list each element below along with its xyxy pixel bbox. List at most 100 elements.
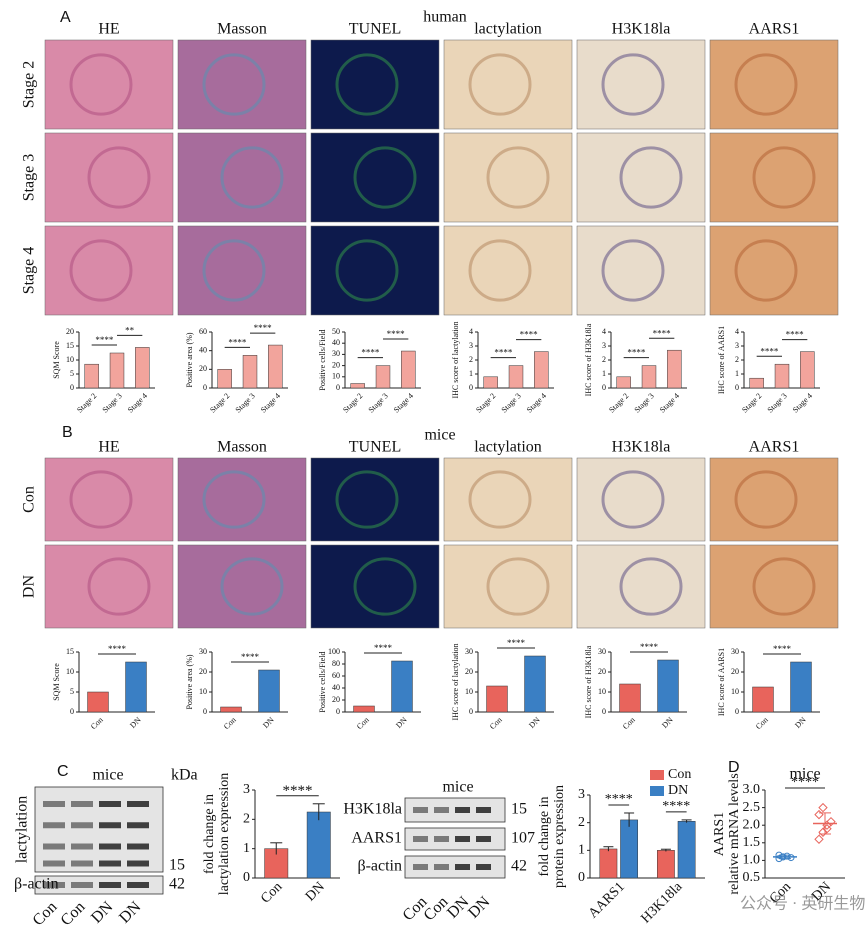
column-header: Masson [217,21,267,38]
micrograph [44,225,174,316]
significance-label: **** [374,643,393,653]
significance-label: **** [241,652,260,662]
bar [483,376,498,389]
micrograph [443,39,573,130]
significance-label: **** [95,335,114,345]
blot-title: mice [92,767,123,784]
micrograph [310,39,440,130]
micrograph-detail [87,146,151,209]
micrograph-detail [335,470,399,529]
y-tick-label: 100 [328,647,340,656]
micrograph [576,457,706,542]
y-tick-label: 4 [602,327,606,336]
micrograph [310,544,440,629]
y-axis-label: protein expression [552,785,567,888]
blot-band [127,822,149,829]
micrograph-detail [202,239,266,302]
y-tick-label: 20 [731,667,739,676]
y-tick-label: 0 [469,707,473,716]
micrograph-detail [69,239,133,302]
blot-band [413,836,428,842]
y-tick-label: 3 [735,341,739,350]
blot-band [43,860,65,867]
significance-label: **** [640,642,659,652]
panel-letter: B [62,424,73,441]
bar [677,821,696,879]
blot-band [127,843,149,850]
y-tick-label: 2 [578,815,585,830]
bar [619,683,641,713]
row-label: Stage 4 [21,247,38,295]
y-tick-label: 0 [735,383,739,392]
row-label: Stage 3 [21,154,38,202]
micrograph [44,457,174,542]
y-axis-label: IHC score of lactylation [451,321,460,398]
y-tick-label: 4 [469,327,473,336]
y-tick-label: 0 [735,707,739,716]
micrograph [709,132,839,223]
micrograph-detail [752,146,816,209]
bar [774,363,790,389]
y-tick-label: 1 [602,369,606,378]
bar [508,365,524,389]
bar [800,351,815,389]
y-tick-label: 1 [469,369,473,378]
bar [667,349,682,389]
bar [657,659,679,713]
bar [616,376,631,389]
micrograph [177,225,307,316]
bar [401,350,416,389]
micrograph-detail [468,53,532,116]
significance-label: **** [520,330,539,340]
y-tick-label: 3.0 [743,782,761,797]
significance-label: **** [662,799,690,814]
band-kda: 42 [169,876,185,893]
blot-band [455,864,470,870]
y-tick-label: 30 [332,349,340,358]
significance-label: **** [791,775,819,790]
panel-letter: A [60,9,71,26]
watermark: 公众号 · 英研生物 [740,895,865,913]
legend-swatch [650,770,664,780]
y-tick-label: 60 [199,327,207,336]
micrograph-detail [752,557,816,616]
blot-band [127,882,149,888]
column-header: Masson [217,439,267,456]
significance-label: **** [627,348,646,358]
blot-band [99,882,121,888]
legend-label: Con [668,767,691,782]
y-tick-label: 4 [735,327,739,336]
blot-image [34,786,164,873]
data-point [826,816,836,827]
y-axis-label: SQM Score [52,341,61,379]
significance-label: **** [254,323,273,333]
bar [109,352,125,389]
y-tick-label: 10 [66,355,74,364]
band-label: AARS1 [351,830,402,847]
blot-band [71,801,93,807]
y-tick-label: 0 [602,707,606,716]
micrograph-detail [335,239,399,302]
bar [657,850,675,879]
blot-band [476,836,491,842]
data-point [822,824,832,834]
y-axis-label: IHC score of lactylation [451,643,460,720]
blot-band [455,807,470,813]
significance-label: **** [387,329,406,339]
significance-label: **** [494,348,513,358]
y-tick-label: 1.5 [743,835,761,850]
significance-label: **** [786,330,805,340]
y-tick-label: 3 [578,787,585,802]
y-axis-label: Positive cells/Field [318,329,327,390]
significance-label: **** [507,638,526,648]
micrograph [709,457,839,542]
micrograph-detail [619,557,683,616]
column-header: HE [98,21,119,38]
micrograph-detail [486,146,550,209]
column-header: AARS1 [749,21,800,38]
y-tick-label: 40 [332,338,340,347]
micrograph [443,544,573,629]
micrograph-detail [353,146,417,209]
blot-band [476,807,491,813]
